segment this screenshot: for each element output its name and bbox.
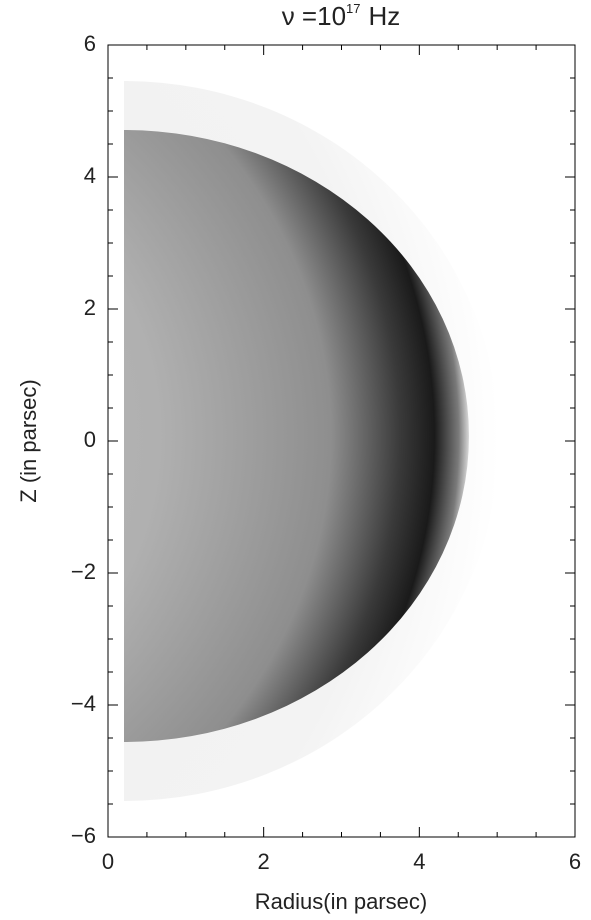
x-axis-label: Radius(in parsec): [255, 889, 427, 914]
y-tick-label: 0: [84, 427, 96, 452]
x-tick-label: 2: [258, 849, 270, 874]
x-tick-label: 4: [413, 849, 425, 874]
x-tick-label: 0: [102, 849, 114, 874]
y-tick-label: 6: [84, 31, 96, 56]
intensity-map: [124, 81, 499, 801]
y-tick-label: −6: [71, 823, 96, 848]
y-tick-label: 4: [84, 163, 96, 188]
y-tick-label: −4: [71, 691, 96, 716]
chart-title: ν =1017 Hz: [282, 1, 401, 31]
title-exponent: 17: [346, 1, 360, 16]
y-axis-label: Z (in parsec): [16, 379, 41, 502]
x-tick-label: 6: [569, 849, 581, 874]
y-tick-label: −2: [71, 559, 96, 584]
y-tick-label: 2: [84, 295, 96, 320]
title-base: ν =10: [282, 1, 346, 31]
title-unit: Hz: [369, 1, 401, 31]
